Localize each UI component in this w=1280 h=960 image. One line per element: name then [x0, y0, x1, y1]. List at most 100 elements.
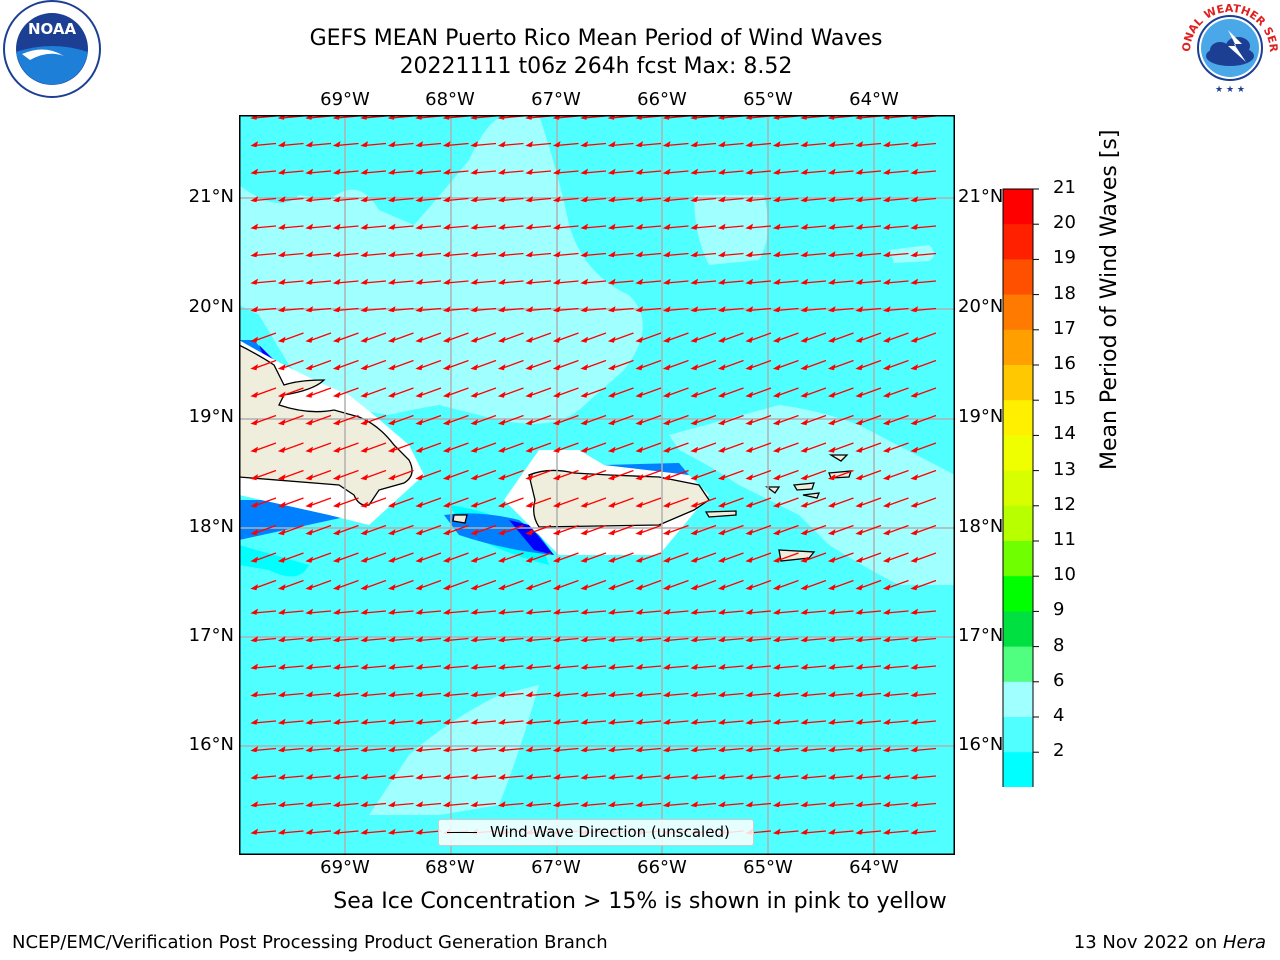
- wind-arrow: [556, 720, 579, 724]
- wind-arrow: [556, 442, 579, 452]
- wind-arrow: [473, 552, 497, 562]
- wind-arrow-head: [662, 168, 671, 175]
- wind-arrow: [418, 665, 442, 669]
- wind-arrow-head: [910, 223, 919, 230]
- wind-arrow: [336, 225, 359, 229]
- wind-arrow-head: [745, 608, 754, 615]
- wind-arrow-head: [442, 636, 451, 643]
- wind-arrow: [666, 637, 689, 642]
- wind-arrow: [336, 497, 359, 507]
- wind-arrow-head: [607, 529, 616, 536]
- wind-arrow-head: [305, 278, 314, 285]
- wind-arrow: [418, 142, 442, 147]
- wind-arrow: [446, 552, 469, 562]
- wind-arrow: [666, 469, 689, 480]
- wind-arrow-head: [745, 446, 754, 453]
- wind-arrow: [446, 720, 469, 724]
- wind-arrow-head: [745, 141, 754, 148]
- wind-arrow: [776, 307, 799, 312]
- wind-arrow-head: [662, 364, 671, 371]
- wind-arrow-head: [827, 529, 836, 536]
- wind-arrow-head: [470, 141, 479, 148]
- wind-arrow-head: [442, 746, 451, 753]
- wind-arrow-head: [635, 306, 644, 313]
- wind-arrow: [528, 579, 552, 590]
- wind-arrow: [886, 579, 909, 590]
- wind-arrow: [308, 359, 332, 370]
- wind-arrow: [446, 252, 469, 257]
- wind-arrow: [886, 359, 909, 370]
- wind-arrow-head: [250, 419, 259, 426]
- wind-arrow: [363, 720, 387, 724]
- wind-arrow: [308, 720, 332, 724]
- wind-arrow-head: [470, 474, 479, 481]
- wind-arrow: [281, 637, 304, 642]
- wind-arrow-head: [305, 608, 314, 615]
- wind-arrow-head: [442, 196, 451, 203]
- wind-arrow: [391, 692, 414, 697]
- wind-arrow: [473, 142, 497, 147]
- wind-arrow: [391, 307, 414, 312]
- wind-arrow-head: [827, 718, 836, 725]
- wind-arrow-head: [717, 584, 726, 591]
- wind-arrow-head: [360, 529, 369, 536]
- wind-arrow: [418, 830, 442, 834]
- wind-arrow: [363, 802, 387, 807]
- wind-arrow-head: [772, 336, 781, 343]
- wind-arrow-head: [800, 746, 809, 753]
- wind-arrow: [666, 610, 689, 614]
- wind-arrow-head: [580, 556, 589, 563]
- wind-arrow-head: [387, 663, 396, 670]
- wind-arrow-head: [497, 196, 506, 203]
- wind-arrow: [528, 692, 552, 697]
- wind-arrow-head: [745, 636, 754, 643]
- wind-arrow-head: [882, 529, 891, 536]
- wind-arrow: [803, 747, 827, 752]
- wind-arrow: [418, 170, 442, 174]
- wind-arrow: [611, 775, 634, 779]
- wind-arrow-head: [552, 501, 561, 508]
- wind-arrow: [473, 469, 497, 480]
- wind-arrow-head: [882, 364, 891, 371]
- wind-arrow: [721, 720, 744, 724]
- wind-arrow: [776, 387, 799, 397]
- wind-arrow: [858, 720, 882, 724]
- wind-arrow-head: [305, 529, 314, 536]
- colorbar-tick-label: 21: [1053, 177, 1076, 198]
- wind-arrow: [418, 197, 442, 202]
- colorbar-tick-label: 9: [1053, 599, 1065, 621]
- wind-arrow-head: [800, 364, 809, 371]
- wind-arrow: [418, 637, 442, 642]
- wind-arrow: [556, 307, 579, 312]
- lon-label-bottom-67: 67°W: [531, 857, 581, 878]
- wind-arrow-head: [552, 419, 561, 426]
- wind-arrow: [748, 720, 772, 724]
- wind-arrow-head: [800, 391, 809, 398]
- wind-arrow: [803, 802, 827, 807]
- wind-arrow: [308, 414, 332, 425]
- lat-label-right-20: 20°N: [958, 296, 1004, 317]
- wind-arrow: [886, 497, 909, 507]
- wind-arrow: [886, 524, 909, 535]
- wind-arrow: [913, 170, 937, 174]
- wind-arrow: [363, 775, 387, 779]
- wind-arrow: [281, 802, 304, 807]
- colorbar-cell: [1003, 611, 1033, 648]
- wind-arrow-head: [717, 141, 726, 148]
- wind-arrow: [693, 225, 717, 229]
- wind-arrow: [831, 830, 854, 834]
- wind-arrow-head: [635, 718, 644, 725]
- wind-arrow-head: [800, 223, 809, 230]
- wind-arrow-head: [415, 278, 424, 285]
- wind-arrow-head: [580, 223, 589, 230]
- wind-arrow-head: [415, 223, 424, 230]
- wind-arrow-head: [305, 501, 314, 508]
- wind-arrow: [583, 414, 607, 425]
- wind-arrow-head: [717, 691, 726, 698]
- wind-arrow-head: [607, 556, 616, 563]
- wind-arrow-head: [690, 608, 699, 615]
- wind-arrow: [721, 610, 744, 614]
- wind-arrow: [556, 497, 579, 507]
- wind-arrow: [721, 170, 744, 174]
- wind-arrow-head: [745, 663, 754, 670]
